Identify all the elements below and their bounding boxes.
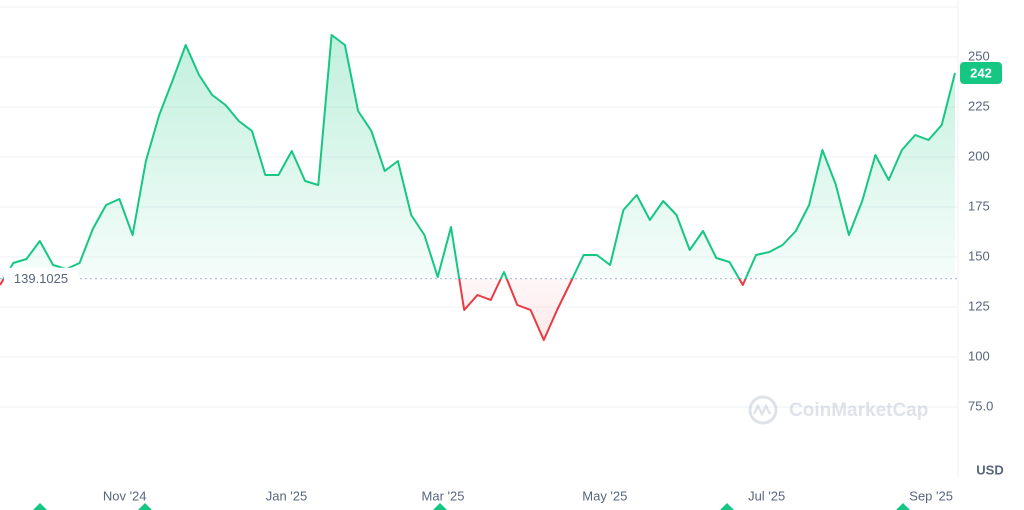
event-marker (720, 503, 734, 510)
y-tick-label: 200 (968, 148, 990, 163)
price-tag-label: 242 (970, 65, 992, 80)
y-tick-label: 75.0 (968, 398, 993, 413)
x-tick-label: Jan '25 (266, 488, 308, 503)
y-tick-label: 225 (968, 98, 990, 113)
y-tick-label: 150 (968, 248, 990, 263)
x-tick-label: Jul '25 (748, 488, 785, 503)
event-marker (896, 503, 910, 510)
event-marker (433, 503, 447, 510)
baseline-label: 139.1025 (14, 271, 68, 286)
x-tick-label: May '25 (582, 488, 627, 503)
event-markers (33, 503, 910, 510)
y-tick-label: 175 (968, 198, 990, 213)
y-tick-label: 125 (968, 298, 990, 313)
y-tick-label: 250 (968, 48, 990, 63)
area (0, 35, 955, 340)
y-tick-label: 100 (968, 348, 990, 363)
x-tick-label: Mar '25 (422, 488, 465, 503)
watermark-text: CoinMarketCap (789, 400, 928, 421)
price-line (0, 34, 956, 341)
price-tag (960, 62, 1002, 84)
watermark: CoinMarketCap (748, 395, 928, 425)
x-tick-label: Nov '24 (103, 488, 147, 503)
baseline-label-bg (4, 267, 78, 290)
currency-label: USD (976, 462, 1003, 477)
event-marker (33, 503, 47, 510)
event-marker (138, 503, 152, 510)
x-tick-label: Sep '25 (909, 488, 953, 503)
